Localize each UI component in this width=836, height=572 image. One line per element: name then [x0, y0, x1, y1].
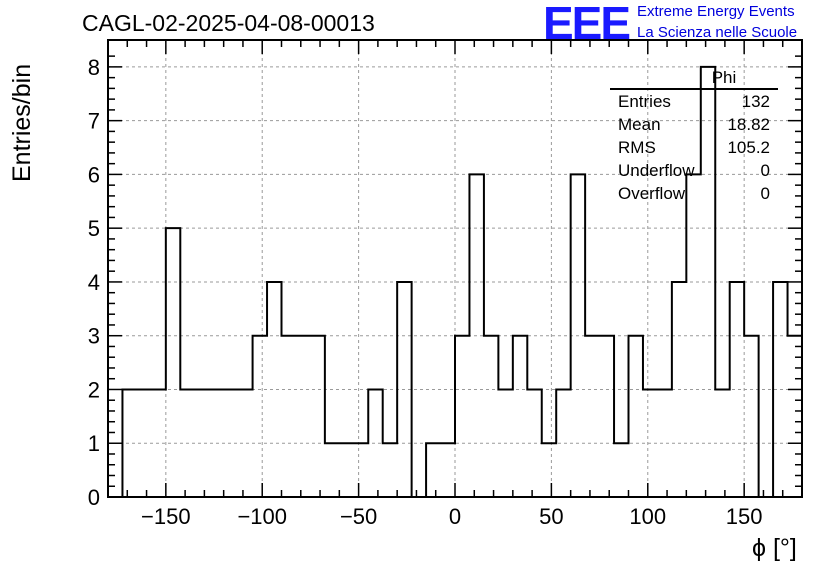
stats-label: RMS — [618, 138, 656, 157]
stats-row: Underflow 0 — [610, 159, 778, 182]
x-tick-label: 150 — [726, 504, 763, 529]
y-tick-label: 2 — [88, 377, 100, 402]
x-axis-label: ϕ [°] — [752, 534, 797, 562]
eee-logo: EEE — [543, 0, 631, 49]
org-name: Extreme Energy Events — [637, 3, 795, 20]
y-tick-label: 8 — [88, 55, 100, 80]
x-tick-label: 0 — [449, 504, 461, 529]
y-axis-label: Entries/bin — [8, 63, 36, 182]
x-tick-label: 50 — [539, 504, 563, 529]
stats-value: 105.2 — [727, 138, 770, 157]
y-tick-label: 4 — [88, 270, 100, 295]
stats-label: Mean — [618, 115, 661, 134]
stats-row: Overflow 0 — [610, 182, 778, 205]
stats-value: 18.82 — [727, 115, 770, 134]
y-tick-label: 6 — [88, 162, 100, 187]
x-tick-label: −100 — [237, 504, 287, 529]
y-tick-label: 1 — [88, 431, 100, 456]
stats-title: Phi — [610, 68, 778, 90]
y-tick-label: 7 — [88, 109, 100, 134]
stats-label: Overflow — [618, 184, 686, 203]
stats-label: Entries — [618, 92, 671, 111]
run-title: CAGL-02-2025-04-08-00013 — [82, 10, 375, 36]
histogram-series — [121, 65, 803, 498]
stats-row: RMS 105.2 — [610, 136, 778, 159]
y-tick-label: 5 — [88, 216, 100, 241]
x-tick-label: −50 — [340, 504, 377, 529]
x-tick-label: −150 — [141, 504, 191, 529]
axis-ticks — [108, 40, 802, 498]
y-tick-label: 3 — [88, 324, 100, 349]
stats-value: 132 — [741, 92, 770, 111]
stats-value: 0 — [760, 184, 770, 203]
stats-value: 0 — [760, 161, 770, 180]
stats-row: Mean 18.82 — [610, 113, 778, 136]
org-subtitle: La Scienza nelle Scuole — [637, 24, 798, 41]
stats-box: Phi Entries 132 Mean 18.82 RMS 105.2 Underf… — [610, 68, 778, 205]
stats-label: Underflow — [618, 161, 695, 180]
axis-tick-labels: −150 −100 −50 0 50 100 150 0 1 2 3 4 5 6 7 8 — [88, 55, 763, 529]
x-tick-label: 100 — [629, 504, 666, 529]
y-tick-label: 0 — [88, 485, 100, 510]
stats-row: Entries 132 — [610, 90, 778, 113]
